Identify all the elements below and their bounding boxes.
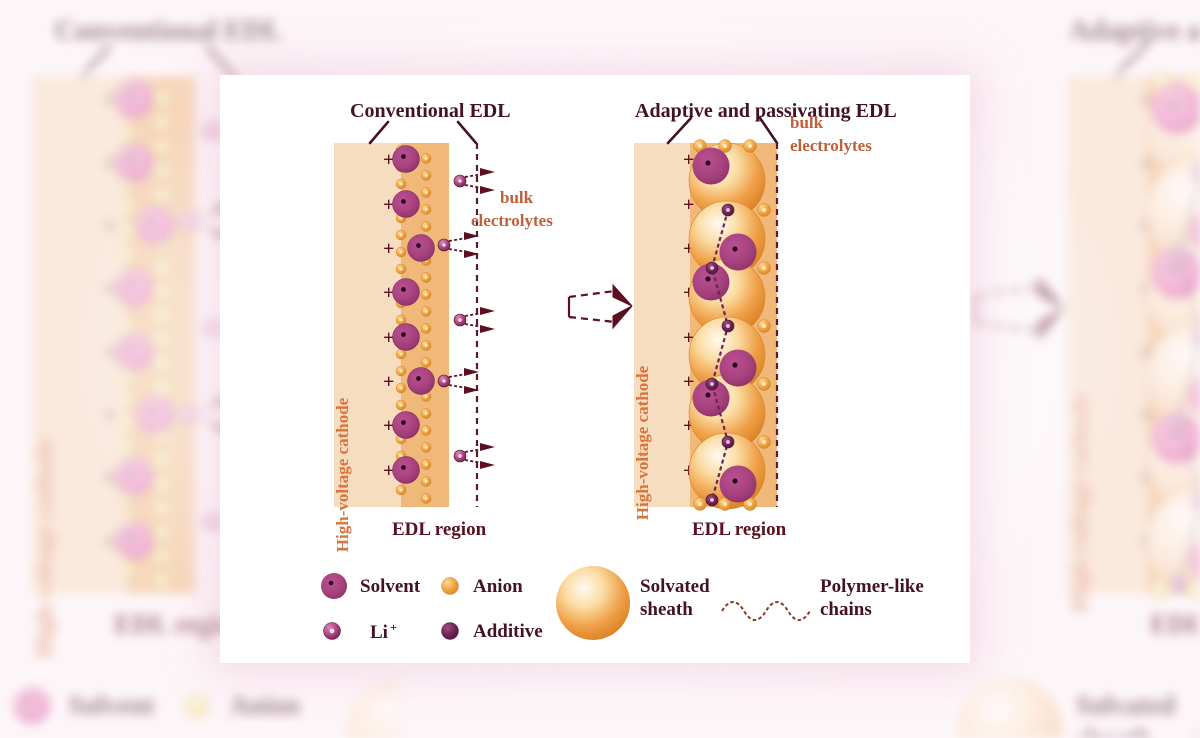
svg-text:electrolytes: electrolytes xyxy=(471,211,553,230)
svg-text:Additive: Additive xyxy=(473,621,543,642)
svg-text:Polymer-like: Polymer-like xyxy=(820,576,924,597)
svg-text:bulk: bulk xyxy=(790,113,824,132)
svg-text:High-voltage cathode: High-voltage cathode xyxy=(333,397,352,552)
svg-text:Adaptive and passivating EDL: Adaptive and passivating EDL xyxy=(635,100,897,122)
svg-text:Solvent: Solvent xyxy=(360,576,421,597)
svg-text:sheath: sheath xyxy=(640,599,693,620)
svg-text:chains: chains xyxy=(820,599,872,620)
svg-text:Li: Li xyxy=(370,622,388,643)
svg-text:EDL region: EDL region xyxy=(692,519,787,540)
svg-text:Solvated: Solvated xyxy=(640,576,710,597)
svg-text:EDL region: EDL region xyxy=(392,519,487,540)
svg-text:bulk: bulk xyxy=(500,188,534,207)
svg-text:+: + xyxy=(390,620,397,634)
svg-text:Conventional EDL: Conventional EDL xyxy=(350,100,511,122)
svg-text:electrolytes: electrolytes xyxy=(790,136,872,155)
svg-text:Anion: Anion xyxy=(473,576,523,597)
svg-text:High-voltage cathode: High-voltage cathode xyxy=(633,365,652,520)
svg-text:+: + xyxy=(383,238,394,260)
svg-text:+: + xyxy=(383,371,394,393)
svg-text:+: + xyxy=(683,371,694,393)
